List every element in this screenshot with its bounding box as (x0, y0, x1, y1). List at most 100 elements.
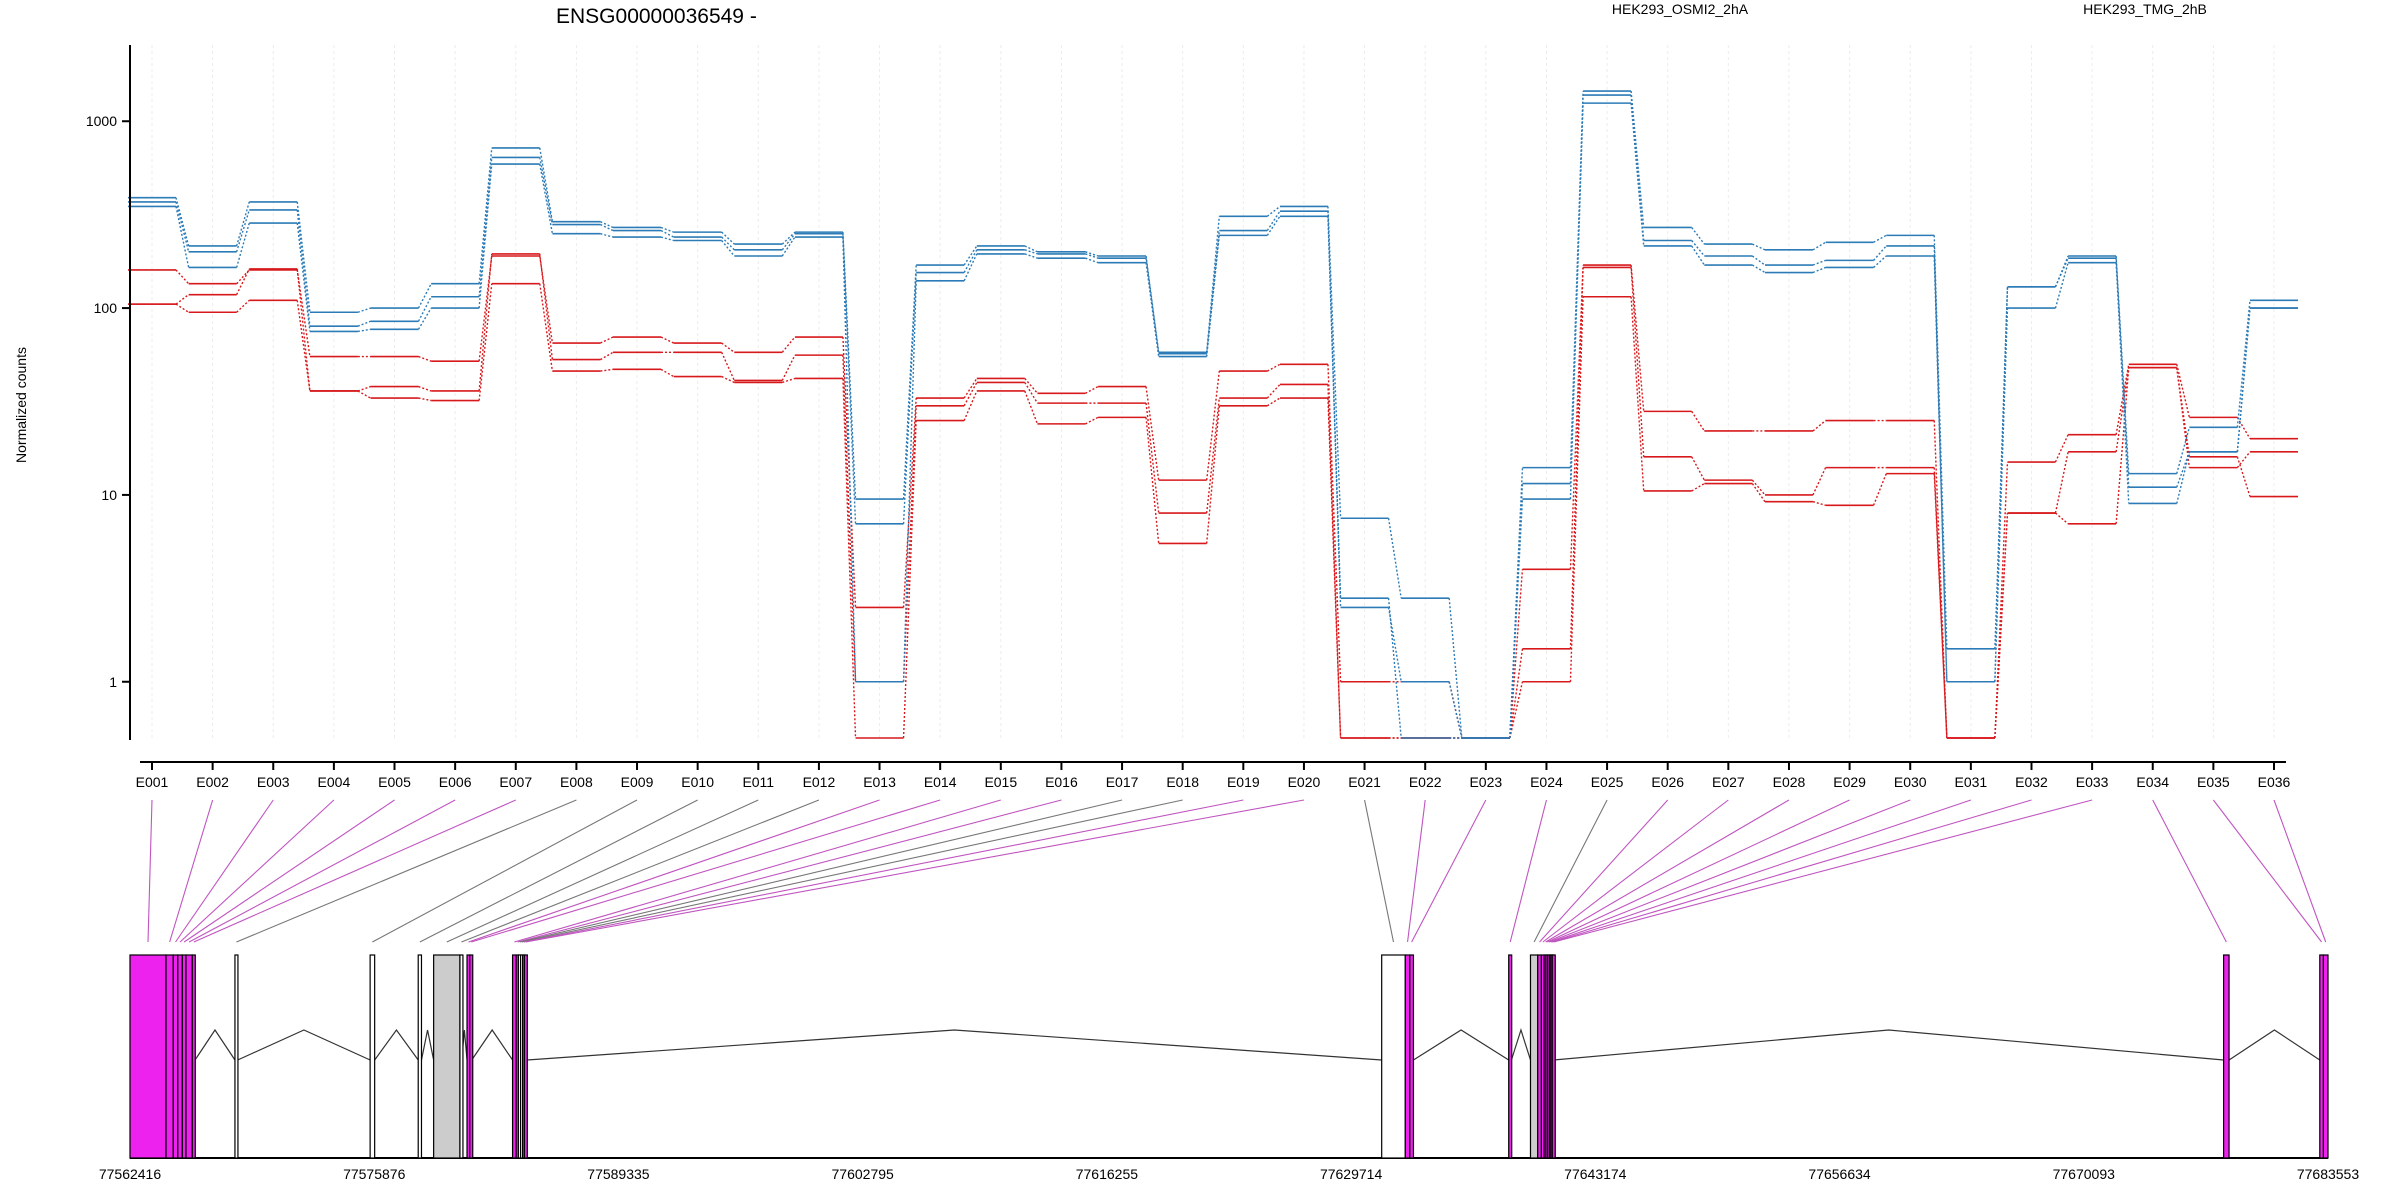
series-connector (1205, 405, 1221, 544)
coordinate-label: 77575876 (343, 1166, 406, 1182)
series-connector (175, 201, 190, 253)
series-connector (1266, 205, 1281, 217)
series-connector (600, 223, 614, 232)
exon-E002 (165, 954, 174, 1159)
x-tick-label: E034 (2136, 774, 2169, 790)
exon-E006 (185, 954, 193, 1159)
series-connector (1205, 235, 1221, 357)
x-tick-label: E030 (1894, 774, 1927, 790)
coordinate-label: 77602795 (832, 1166, 895, 1182)
series-connector (1933, 255, 1948, 682)
series-connector (842, 355, 857, 682)
exon-connector (1509, 799, 1547, 943)
coordinate-label: 77656634 (1808, 1166, 1871, 1182)
x-tick-label: E024 (1530, 774, 1563, 790)
series-connector (600, 368, 614, 372)
x-tick-label: E011 (742, 774, 774, 790)
series-connector (1085, 253, 1099, 259)
exon-E036 (2322, 954, 2329, 1159)
series-connector (296, 268, 311, 392)
series-connector (902, 420, 917, 739)
series-connector (600, 221, 614, 229)
series-connector (1387, 598, 1402, 739)
exon-E004 (177, 954, 183, 1159)
series-connector (1024, 253, 1038, 259)
exon-connector (517, 799, 1062, 943)
exon-connector (2212, 799, 2323, 943)
coordinate-label: 77643174 (1564, 1166, 1627, 1182)
intron-line (1553, 1029, 2224, 1061)
intron-line (420, 1029, 435, 1061)
series-connector (235, 209, 250, 253)
series-connector (1024, 382, 1039, 404)
y-tick-label: 1 (109, 674, 117, 690)
series-connector (1873, 245, 1887, 261)
gene-model (129, 954, 2329, 1159)
series-connector (1691, 410, 1705, 432)
genomic-coordinates: 77562416 77575876 77589335 77602795 77616255… (99, 1166, 2360, 1182)
series-connector (2176, 364, 2191, 418)
exon-connector (1542, 799, 1729, 943)
coordinate-label: 77562416 (99, 1166, 162, 1182)
exon-E007 (191, 954, 196, 1159)
grid-layer (151, 45, 2275, 740)
series-connector (1205, 397, 1221, 514)
exon-E014 (469, 954, 474, 1159)
series-connector (236, 299, 250, 313)
series-connector (1145, 417, 1160, 544)
series-connector (357, 385, 371, 392)
exon-connector (1411, 799, 1487, 943)
series-connector (2176, 367, 2191, 457)
x-tick-label: E005 (378, 774, 411, 790)
series-connector (721, 375, 735, 384)
x-tick-label: E006 (439, 774, 472, 790)
exon-connector (1545, 799, 1790, 943)
exon-connector (523, 799, 1244, 943)
series-connector (1266, 210, 1281, 231)
series-connector (478, 283, 493, 401)
series-connector (1691, 240, 1705, 257)
x-tick-label: E029 (1833, 774, 1866, 790)
series-connector (1387, 607, 1402, 682)
x-tick-label: E001 (136, 774, 169, 790)
exon-E010 (417, 954, 423, 1159)
x-ticks: E001 E002 E003 E004 E005 E006 E007 E008 E009 E010… (136, 762, 2291, 790)
exon-connector (179, 799, 335, 943)
exon-E011 (433, 954, 461, 1159)
series-4 (128, 90, 2298, 739)
series-connector (1812, 501, 1826, 506)
series-connector (1872, 473, 1887, 506)
series-connector (236, 269, 250, 285)
exon-connector (468, 799, 880, 943)
series-connector (600, 351, 614, 361)
series-connector (1752, 243, 1766, 251)
series-connector (1085, 416, 1099, 425)
series-connector (721, 236, 735, 251)
series-connector (1812, 467, 1827, 496)
series-connector (842, 233, 857, 524)
series-layer (128, 90, 2298, 739)
exon-connector (521, 799, 1183, 943)
x-tick-label: E019 (1227, 774, 1260, 790)
exon-connector (1549, 799, 1911, 943)
series-connector (2054, 262, 2069, 309)
coordinate-label: 77616255 (1076, 1166, 1139, 1182)
series-connector (902, 264, 917, 500)
exon-E020 (523, 954, 528, 1159)
exon-connectors (147, 799, 2327, 943)
series-connector (781, 336, 796, 353)
x-tick-label: E008 (560, 774, 593, 790)
series-connector (1266, 363, 1281, 372)
series-connector (1205, 216, 1221, 353)
series-connector (963, 253, 978, 282)
x-tick-label: E036 (2258, 774, 2291, 790)
series-connector (357, 307, 371, 313)
x-tick-label: E032 (2015, 774, 2048, 790)
exon-E025 (1529, 954, 1539, 1159)
series-connector (781, 233, 796, 251)
series-connector (1327, 364, 1342, 682)
series-connector (2054, 451, 2069, 514)
coordinate-label: 77629714 (1320, 1166, 1383, 1182)
exon-connector (514, 799, 1001, 943)
series-connector (1873, 234, 1887, 243)
